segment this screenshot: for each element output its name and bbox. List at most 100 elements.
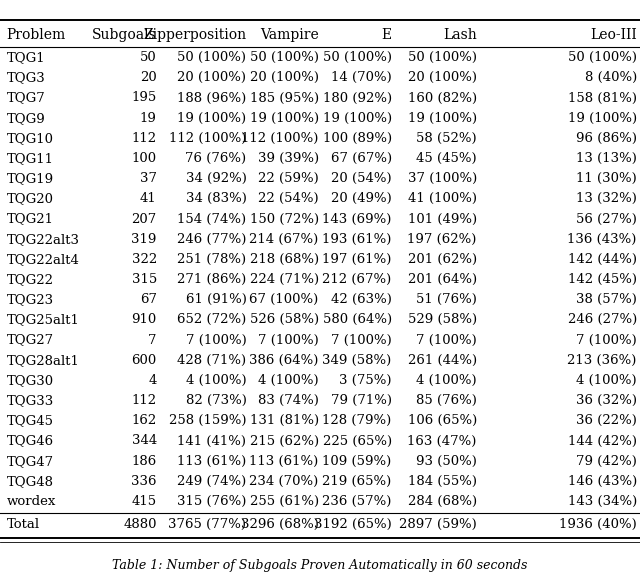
Text: TQG21: TQG21	[6, 213, 53, 225]
Text: TQG20: TQG20	[6, 192, 53, 205]
Text: 113 (61%): 113 (61%)	[177, 455, 246, 468]
Text: 36 (22%): 36 (22%)	[576, 414, 637, 427]
Text: 428 (71%): 428 (71%)	[177, 354, 246, 367]
Text: 7 (100%): 7 (100%)	[258, 333, 319, 347]
Text: 255 (61%): 255 (61%)	[250, 495, 319, 508]
Text: 51 (76%): 51 (76%)	[416, 293, 477, 306]
Text: 218 (68%): 218 (68%)	[250, 253, 319, 266]
Text: TQG47: TQG47	[6, 455, 54, 468]
Text: TQG45: TQG45	[6, 414, 53, 427]
Text: 14 (70%): 14 (70%)	[331, 72, 392, 84]
Text: 197 (62%): 197 (62%)	[408, 233, 477, 246]
Text: TQG22alt3: TQG22alt3	[6, 233, 79, 246]
Text: TQG3: TQG3	[6, 72, 45, 84]
Text: Problem: Problem	[6, 28, 66, 42]
Text: TQG19: TQG19	[6, 172, 54, 185]
Text: 580 (64%): 580 (64%)	[323, 313, 392, 327]
Text: 106 (65%): 106 (65%)	[408, 414, 477, 427]
Text: 101 (49%): 101 (49%)	[408, 213, 477, 225]
Text: 322: 322	[132, 253, 157, 266]
Text: 415: 415	[132, 495, 157, 508]
Text: 112: 112	[132, 394, 157, 407]
Text: 261 (44%): 261 (44%)	[408, 354, 477, 367]
Text: 50 (100%): 50 (100%)	[250, 51, 319, 64]
Text: Leo-III: Leo-III	[590, 28, 637, 42]
Text: 4 (100%): 4 (100%)	[258, 374, 319, 387]
Text: 8 (40%): 8 (40%)	[584, 72, 637, 84]
Text: 162: 162	[132, 414, 157, 427]
Text: 526 (58%): 526 (58%)	[250, 313, 319, 327]
Text: 336: 336	[131, 475, 157, 488]
Text: 154 (74%): 154 (74%)	[177, 213, 246, 225]
Text: 2897 (59%): 2897 (59%)	[399, 518, 477, 531]
Text: 349 (58%): 349 (58%)	[323, 354, 392, 367]
Text: 41 (100%): 41 (100%)	[408, 192, 477, 205]
Text: 315 (76%): 315 (76%)	[177, 495, 246, 508]
Text: Zipperposition: Zipperposition	[143, 28, 246, 42]
Text: 150 (72%): 150 (72%)	[250, 213, 319, 225]
Text: 83 (74%): 83 (74%)	[258, 394, 319, 407]
Text: 113 (61%): 113 (61%)	[250, 455, 319, 468]
Text: Vampire: Vampire	[260, 28, 319, 42]
Text: 39 (39%): 39 (39%)	[257, 152, 319, 165]
Text: 50 (100%): 50 (100%)	[568, 51, 637, 64]
Text: 201 (62%): 201 (62%)	[408, 253, 477, 266]
Text: 100 (89%): 100 (89%)	[323, 132, 392, 145]
Text: TQG33: TQG33	[6, 394, 54, 407]
Text: 197 (61%): 197 (61%)	[323, 253, 392, 266]
Text: 214 (67%): 214 (67%)	[250, 233, 319, 246]
Text: 142 (44%): 142 (44%)	[568, 253, 637, 266]
Text: 652 (72%): 652 (72%)	[177, 313, 246, 327]
Text: 50 (100%): 50 (100%)	[177, 51, 246, 64]
Text: 4: 4	[148, 374, 157, 387]
Text: 4 (100%): 4 (100%)	[186, 374, 246, 387]
Text: 7 (100%): 7 (100%)	[576, 333, 637, 347]
Text: 315: 315	[132, 273, 157, 286]
Text: E: E	[381, 28, 392, 42]
Text: 236 (57%): 236 (57%)	[323, 495, 392, 508]
Text: 141 (41%): 141 (41%)	[177, 435, 246, 447]
Text: 20 (54%): 20 (54%)	[331, 172, 392, 185]
Text: 19 (100%): 19 (100%)	[250, 112, 319, 125]
Text: 13 (13%): 13 (13%)	[576, 152, 637, 165]
Text: 37: 37	[140, 172, 157, 185]
Text: 20 (100%): 20 (100%)	[250, 72, 319, 84]
Text: TQG27: TQG27	[6, 333, 54, 347]
Text: 185 (95%): 185 (95%)	[250, 92, 319, 105]
Text: 910: 910	[132, 313, 157, 327]
Text: 158 (81%): 158 (81%)	[568, 92, 637, 105]
Text: 19 (100%): 19 (100%)	[408, 112, 477, 125]
Text: 50: 50	[140, 51, 157, 64]
Text: 79 (42%): 79 (42%)	[576, 455, 637, 468]
Text: 19: 19	[140, 112, 157, 125]
Text: 128 (79%): 128 (79%)	[323, 414, 392, 427]
Text: 184 (55%): 184 (55%)	[408, 475, 477, 488]
Text: 600: 600	[132, 354, 157, 367]
Text: 246 (77%): 246 (77%)	[177, 233, 246, 246]
Text: 234 (70%): 234 (70%)	[250, 475, 319, 488]
Text: 219 (65%): 219 (65%)	[323, 475, 392, 488]
Text: 143 (34%): 143 (34%)	[568, 495, 637, 508]
Text: 112 (100%): 112 (100%)	[241, 132, 319, 145]
Text: 344: 344	[132, 435, 157, 447]
Text: 36 (32%): 36 (32%)	[576, 394, 637, 407]
Text: TQG11: TQG11	[6, 152, 53, 165]
Text: 131 (81%): 131 (81%)	[250, 414, 319, 427]
Text: 195: 195	[132, 92, 157, 105]
Text: 76 (76%): 76 (76%)	[185, 152, 246, 165]
Text: 188 (96%): 188 (96%)	[177, 92, 246, 105]
Text: Table 1: Number of Subgoals Proven Automatically in 60 seconds: Table 1: Number of Subgoals Proven Autom…	[112, 559, 528, 571]
Text: TQG9: TQG9	[6, 112, 45, 125]
Text: 61 (91%): 61 (91%)	[186, 293, 246, 306]
Text: 224 (71%): 224 (71%)	[250, 273, 319, 286]
Text: 96 (86%): 96 (86%)	[576, 132, 637, 145]
Text: 271 (86%): 271 (86%)	[177, 273, 246, 286]
Text: 3765 (77%): 3765 (77%)	[168, 518, 246, 531]
Text: 249 (74%): 249 (74%)	[177, 475, 246, 488]
Text: 201 (64%): 201 (64%)	[408, 273, 477, 286]
Text: 45 (45%): 45 (45%)	[416, 152, 477, 165]
Text: 50 (100%): 50 (100%)	[408, 51, 477, 64]
Text: 4 (100%): 4 (100%)	[416, 374, 477, 387]
Text: 56 (27%): 56 (27%)	[576, 213, 637, 225]
Text: 251 (78%): 251 (78%)	[177, 253, 246, 266]
